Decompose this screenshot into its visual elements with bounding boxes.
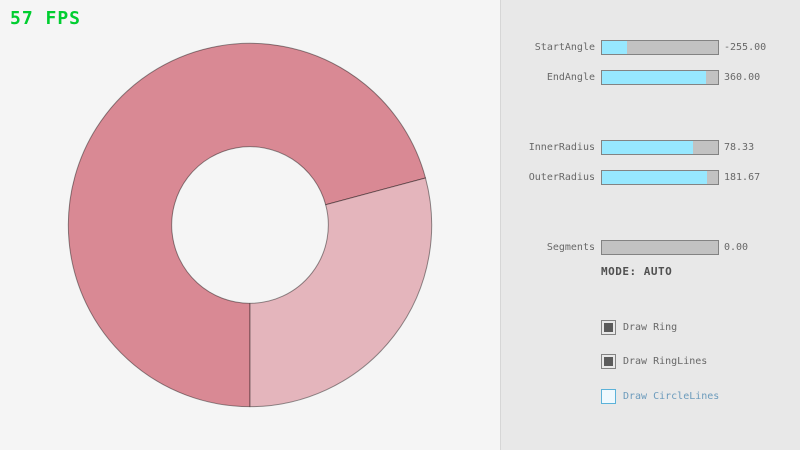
mode-label: MODE: AUTO [601,265,673,278]
ring-chart [67,42,433,408]
draw-ringlines-label: Draw RingLines [623,356,708,367]
endangle-label: EndAngle [546,72,595,83]
check-mark [604,323,613,332]
check-mark [604,357,613,366]
ring-sector-single [249,177,433,408]
outerradius-slider-fill [602,171,708,184]
draw-ring-checkbox[interactable] [601,320,616,335]
slider-row-innerradius: InnerRadius 78.33 [501,140,800,155]
ring-sector-overlap [67,42,427,408]
outerradius-label: OuterRadius [528,172,595,183]
segments-slider[interactable] [601,240,719,255]
draw-circlelines-checkbox[interactable] [601,389,616,404]
innerradius-slider[interactable] [601,140,719,155]
endangle-slider[interactable] [601,70,719,85]
segments-label: Segments [546,242,595,253]
segments-value: 0.00 [724,242,749,253]
startangle-slider[interactable] [601,40,719,55]
draw-circlelines-label: Draw CircleLines [623,391,720,402]
slider-row-startangle: StartAngle -255.00 [501,40,800,55]
endangle-slider-fill [602,71,707,84]
startangle-slider-fill [602,41,628,54]
innerradius-slider-fill [602,141,693,154]
slider-row-outerradius: OuterRadius 181.67 [501,170,800,185]
slider-row-segments: Segments 0.00 [501,240,800,255]
slider-row-endangle: EndAngle 360.00 [501,70,800,85]
innerradius-value: 78.33 [724,142,755,153]
fps-counter: 57 FPS [10,8,82,29]
outerradius-slider[interactable] [601,170,719,185]
draw-ringlines-row: Draw RingLines [601,354,791,369]
startangle-value: -255.00 [724,42,767,53]
innerradius-label: InnerRadius [528,142,595,153]
outerradius-value: 181.67 [724,172,761,183]
endangle-value: 360.00 [724,72,761,83]
startangle-label: StartAngle [534,42,595,53]
draw-ringlines-checkbox[interactable] [601,354,616,369]
draw-ring-row: Draw Ring [601,320,791,335]
control-panel: StartAngle -255.00 EndAngle 360.00 Inner… [500,0,800,450]
draw-circlelines-row: Draw CircleLines [601,389,791,404]
draw-ring-label: Draw Ring [623,322,678,333]
